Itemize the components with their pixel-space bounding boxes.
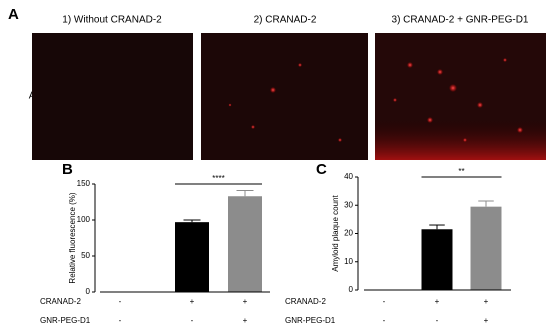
condition-sign: + [190,297,195,306]
image [32,33,193,160]
y-tick-label: 20 [344,229,353,238]
y-tick-label: 50 [81,251,90,260]
condition-label: GNR-PEG-D1 [285,316,336,325]
panel-letter: B [62,161,73,178]
y-tick-label: 10 [344,257,353,266]
y-tick-label: 40 [344,172,353,181]
condition-sign: - [191,316,194,325]
condition-sign: + [435,297,440,306]
y-tick-label: 150 [77,179,91,188]
condition-sign: - [436,316,439,325]
image [375,33,546,160]
image [201,33,368,160]
condition-sign: - [383,297,386,306]
image-title: 1) Without CRANAD-2 [62,15,162,26]
condition-sign: - [119,297,122,306]
condition-label: GNR-PEG-D1 [40,316,91,325]
condition-label: CRANAD-2 [40,297,81,306]
image-title: 2) CRANAD-2 [254,15,317,26]
panel-letter: A [8,6,19,23]
significance-label: **** [212,174,224,183]
image-title: 3) CRANAD-2 + GNR-PEG-D1 [392,15,529,26]
y-tick-label: 100 [77,215,91,224]
y-axis-label: Relative fluorescence (%) [68,192,77,283]
bar [470,206,502,290]
condition-sign: + [243,316,248,325]
significance-label: ** [458,167,464,176]
y-tick-label: 30 [344,200,353,209]
bar [228,196,262,292]
y-axis-label: Amyloid plaque count [331,194,340,271]
condition-sign: - [383,316,386,325]
panel-letter: C [316,161,327,178]
condition-sign: - [119,316,122,325]
condition-sign: + [484,297,489,306]
y-tick-label: 0 [86,287,91,296]
condition-sign: + [484,316,489,325]
y-tick-label: 0 [349,285,354,294]
bar [175,222,209,292]
condition-sign: + [243,297,248,306]
bar [421,229,453,290]
condition-label: CRANAD-2 [285,297,326,306]
